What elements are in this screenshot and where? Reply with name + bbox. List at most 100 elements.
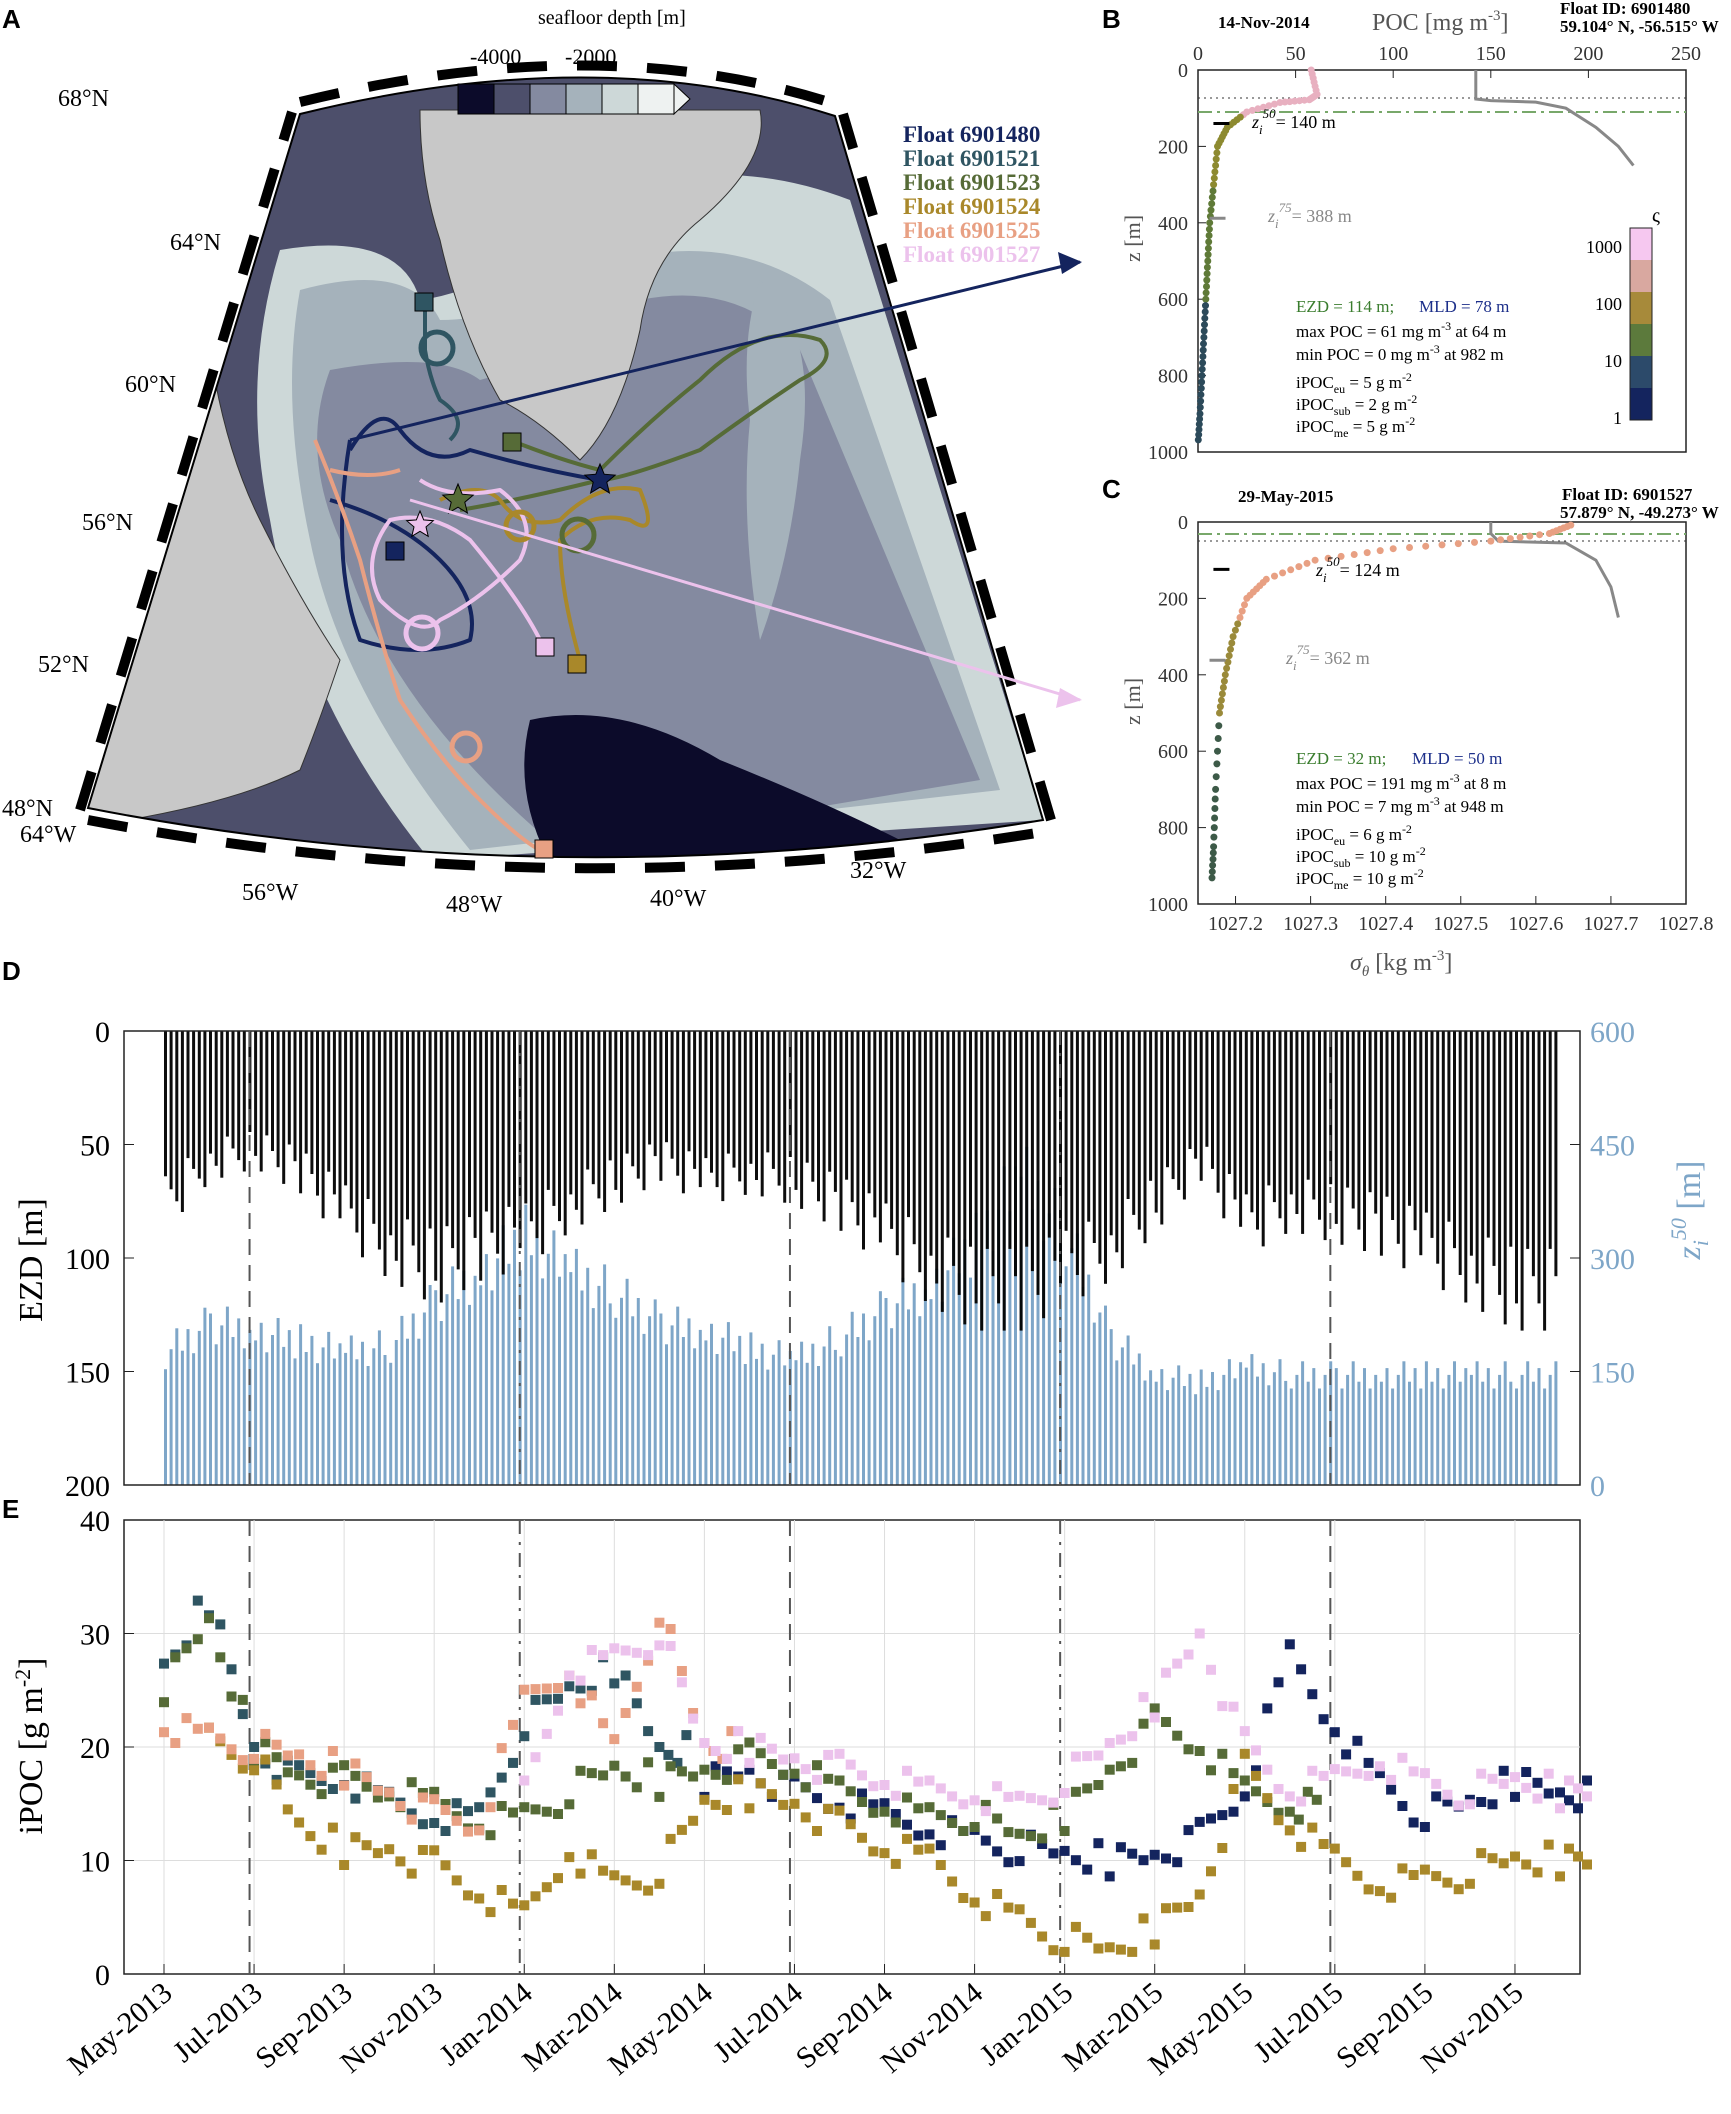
- ipoc-point-6901523: [643, 1757, 654, 1768]
- poc-point: [1198, 365, 1206, 373]
- ipoc-point-6901523: [721, 1774, 732, 1785]
- ezd-bar: [1413, 1031, 1417, 1231]
- z50-bar: [1109, 1329, 1113, 1485]
- ipoc-point-6901523: [271, 1752, 282, 1763]
- z50-bar: [636, 1298, 640, 1485]
- ipoc-point-6901524: [1014, 1904, 1025, 1915]
- ezd-bar: [1120, 1031, 1124, 1269]
- ipoc-point-6901480: [710, 1761, 721, 1772]
- ipoc-point-6901524: [800, 1812, 811, 1823]
- z50-bar: [1312, 1368, 1316, 1485]
- panel-d-year-lines: [248, 1031, 1332, 1485]
- panel-b-min-poc: min POC = 0 mg m-3 at 982 m: [1296, 342, 1504, 364]
- ipoc-point-6901524: [316, 1844, 327, 1855]
- poc-point: [1209, 861, 1217, 869]
- ezd-bar: [192, 1031, 196, 1169]
- profile-star-6901523: [441, 482, 475, 514]
- poc-point: [1506, 535, 1514, 543]
- ezd-bar: [642, 1031, 646, 1191]
- lon-label-64: 64°W: [20, 822, 77, 848]
- ipoc-point-6901523: [812, 1760, 822, 1771]
- z50-bar: [890, 1328, 894, 1485]
- ipoc-point-6901523: [305, 1779, 316, 1790]
- poc-point: [1311, 556, 1319, 564]
- ezd-bar: [1233, 1031, 1237, 1200]
- ipoc-point-6901523: [1228, 1768, 1239, 1779]
- ipoc-point-6901523: [935, 1810, 946, 1821]
- panel-label-a: A: [2, 4, 21, 34]
- ipoc-point-6901523: [631, 1782, 642, 1793]
- ezd-bar: [271, 1031, 274, 1151]
- float-start-marker-6901480: [385, 541, 405, 561]
- ezd-bar: [895, 1031, 899, 1256]
- ezd-bar: [496, 1031, 500, 1254]
- ipoc-point-6901523: [215, 1652, 226, 1663]
- float-start-marker-6901521: [414, 292, 434, 312]
- ipoc-point-6901521: [631, 1698, 642, 1709]
- colorbar-b-swatch-3: [1630, 324, 1652, 356]
- z50-bar: [687, 1318, 691, 1485]
- poc-point: [1487, 537, 1495, 545]
- z50-bar: [327, 1331, 331, 1485]
- poc-point: [1213, 149, 1221, 157]
- sigma-theta-line: [1474, 70, 1635, 167]
- panel-b-frame: [1197, 69, 1687, 453]
- z50-bar: [1104, 1305, 1107, 1485]
- lat-label-52: 52°N: [38, 652, 89, 678]
- ipoc-point-6901521: [350, 1793, 361, 1804]
- ezd-bar: [715, 1031, 719, 1188]
- ipoc-point-6901523: [1293, 1814, 1304, 1825]
- ipoc-point-6901524: [947, 1876, 958, 1887]
- ezd-bar: [1059, 1031, 1062, 1284]
- ipoc-point-6901524: [834, 1805, 845, 1816]
- ezd-bar: [406, 1031, 409, 1220]
- float-track-6901524: [439, 486, 650, 661]
- ipoc-point-6901524: [226, 1749, 237, 1760]
- ezd-bar: [991, 1031, 995, 1277]
- poc-point: [1214, 142, 1221, 150]
- ezd-bar: [1222, 1031, 1226, 1219]
- ipoc-point-6901527: [710, 1746, 721, 1756]
- ipoc-point-6901480: [1070, 1855, 1081, 1866]
- ipoc-point-6901480: [1363, 1757, 1374, 1768]
- ezd-bar: [636, 1031, 640, 1179]
- ipoc-point-6901525: [530, 1684, 541, 1695]
- z50-bar: [1357, 1381, 1361, 1485]
- ipoc-point-6901480: [1183, 1825, 1194, 1836]
- ipoc-point-6901480: [1555, 1787, 1565, 1798]
- poc-point: [1214, 747, 1221, 755]
- ipoc-point-6901480: [1048, 1848, 1059, 1859]
- ipoc-point-6901480: [744, 1764, 755, 1775]
- ipoc-point-6901523: [654, 1791, 665, 1802]
- ipoc-point-6901524: [451, 1875, 462, 1886]
- ezd-bar: [1025, 1031, 1029, 1247]
- z50-bar: [980, 1250, 984, 1485]
- z50-bar: [693, 1348, 697, 1485]
- z50-bar: [164, 1369, 167, 1485]
- ipoc-point-6901480: [1397, 1801, 1408, 1811]
- ipoc-point-6901480: [1442, 1796, 1453, 1807]
- ipoc-point-6901523: [969, 1822, 980, 1832]
- ipoc-point-6901524: [1442, 1877, 1453, 1888]
- z50-bar: [1385, 1368, 1389, 1485]
- ipoc-point-6901524: [564, 1852, 575, 1863]
- ezd-bar: [603, 1031, 607, 1212]
- float-end-marker-6901524: [503, 509, 537, 543]
- ipoc-point-6901523: [440, 1799, 451, 1809]
- ipoc-point-6901524: [1115, 1944, 1126, 1955]
- ezd-bar: [586, 1031, 590, 1170]
- ipoc-point-6901527: [1048, 1797, 1059, 1808]
- ipoc-point-6901524: [1296, 1841, 1307, 1852]
- z50-bar: [552, 1230, 556, 1485]
- ipoc-point-6901480: [1149, 1849, 1160, 1860]
- poc-point: [1204, 244, 1212, 252]
- ipoc-point-6901523: [553, 1809, 563, 1819]
- z50-bar: [192, 1353, 196, 1485]
- ipoc-point-6901524: [992, 1889, 1003, 1899]
- poc-point: [1195, 420, 1203, 428]
- ipoc-point-6901525: [249, 1753, 260, 1764]
- ezd-bar: [1531, 1031, 1535, 1277]
- ipoc-point-6901480: [924, 1829, 935, 1840]
- panel-b-z50: zi50= 140 m: [1251, 106, 1336, 137]
- z50-bar: [631, 1316, 635, 1485]
